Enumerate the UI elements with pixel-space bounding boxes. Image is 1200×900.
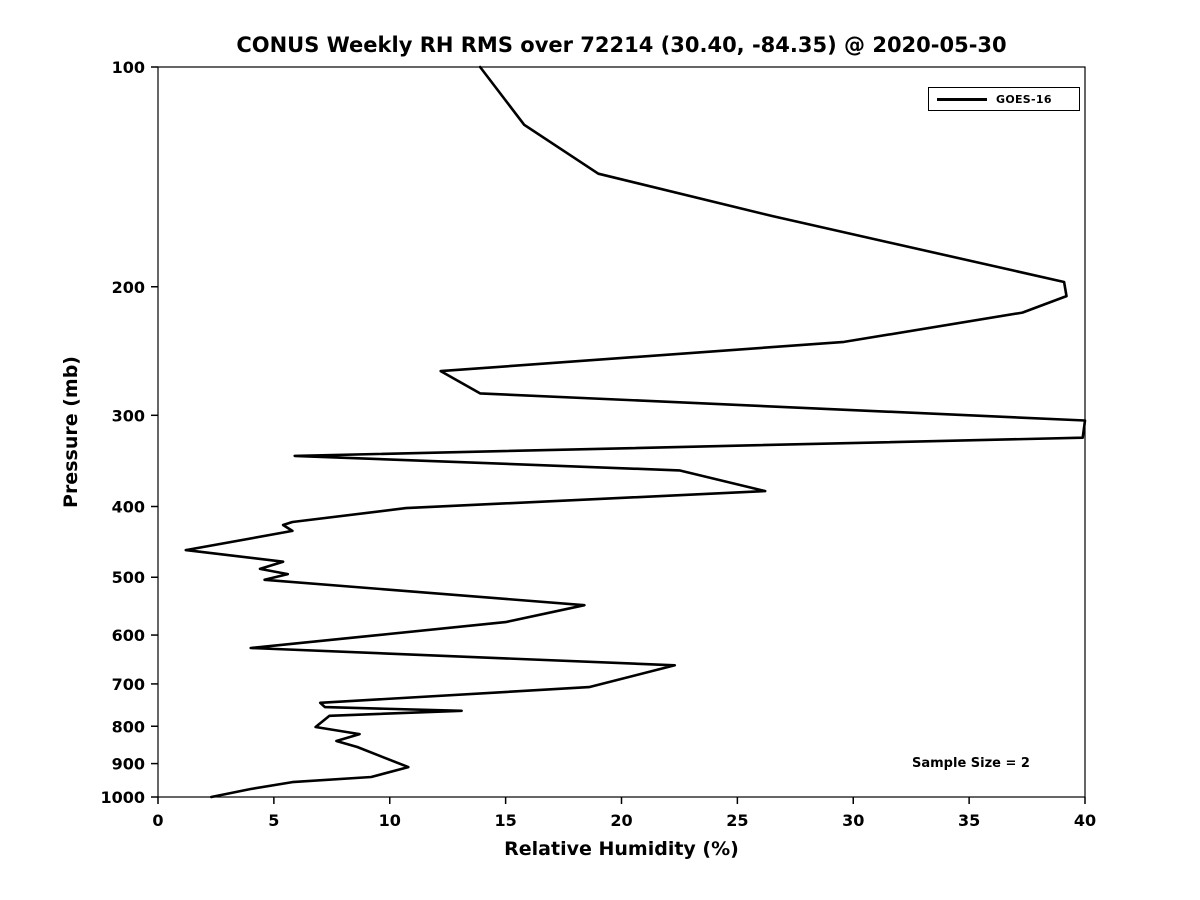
x-axis-label: Relative Humidity (%)	[504, 838, 739, 860]
x-tick-label: 0	[152, 811, 163, 830]
chart-title: CONUS Weekly RH RMS over 72214 (30.40, -…	[236, 33, 1007, 57]
y-tick-label: 1000	[100, 788, 145, 807]
y-tick-label: 200	[112, 278, 145, 297]
sample-size-annotation: Sample Size = 2	[912, 756, 1030, 771]
y-tick-label: 600	[112, 626, 145, 645]
x-tick-label: 25	[726, 811, 748, 830]
axes-frame	[157, 66, 1086, 798]
y-tick-label: 800	[112, 717, 145, 736]
y-tick-label: 400	[112, 498, 145, 517]
x-tick-label: 30	[842, 811, 864, 830]
x-tick-label: 15	[494, 811, 516, 830]
x-tick-label: 35	[958, 811, 980, 830]
y-tick-label: 100	[112, 58, 145, 77]
y-tick-label: 500	[112, 568, 145, 587]
x-tick-label: 5	[268, 811, 279, 830]
y-tick-label: 700	[112, 675, 145, 694]
legend-line-swatch	[937, 97, 987, 101]
x-tick-label: 20	[610, 811, 632, 830]
y-tick-label: 300	[112, 406, 145, 425]
legend: GOES-16	[928, 87, 1080, 111]
data-line-goes-16	[184, 65, 1087, 799]
x-tick-label: 40	[1074, 811, 1096, 830]
x-tick-label: 10	[379, 811, 401, 830]
legend-label: GOES-16	[996, 92, 1052, 106]
y-tick-label: 900	[112, 755, 145, 774]
